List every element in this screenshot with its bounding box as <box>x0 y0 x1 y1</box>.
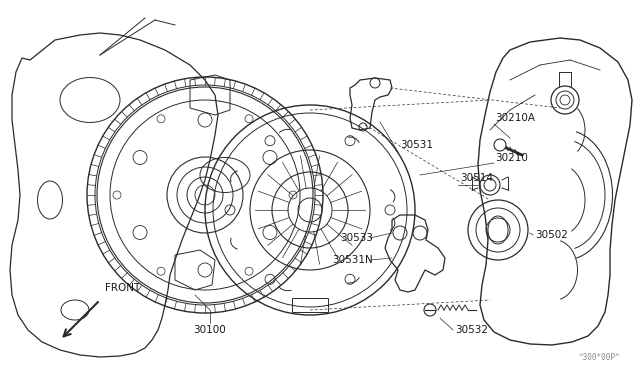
Text: 30100: 30100 <box>194 325 227 335</box>
Text: 30531N: 30531N <box>332 255 372 265</box>
Text: 30210: 30210 <box>495 153 528 163</box>
Text: 30210A: 30210A <box>495 113 535 123</box>
Text: 30502: 30502 <box>535 230 568 240</box>
Text: 30531: 30531 <box>400 140 433 150</box>
Circle shape <box>494 139 506 151</box>
Text: 30533: 30533 <box>340 233 373 243</box>
Text: 30514: 30514 <box>460 173 493 183</box>
Text: 30532: 30532 <box>455 325 488 335</box>
Text: ^300*00P^: ^300*00P^ <box>579 353 620 362</box>
Text: FRONT: FRONT <box>105 283 140 293</box>
